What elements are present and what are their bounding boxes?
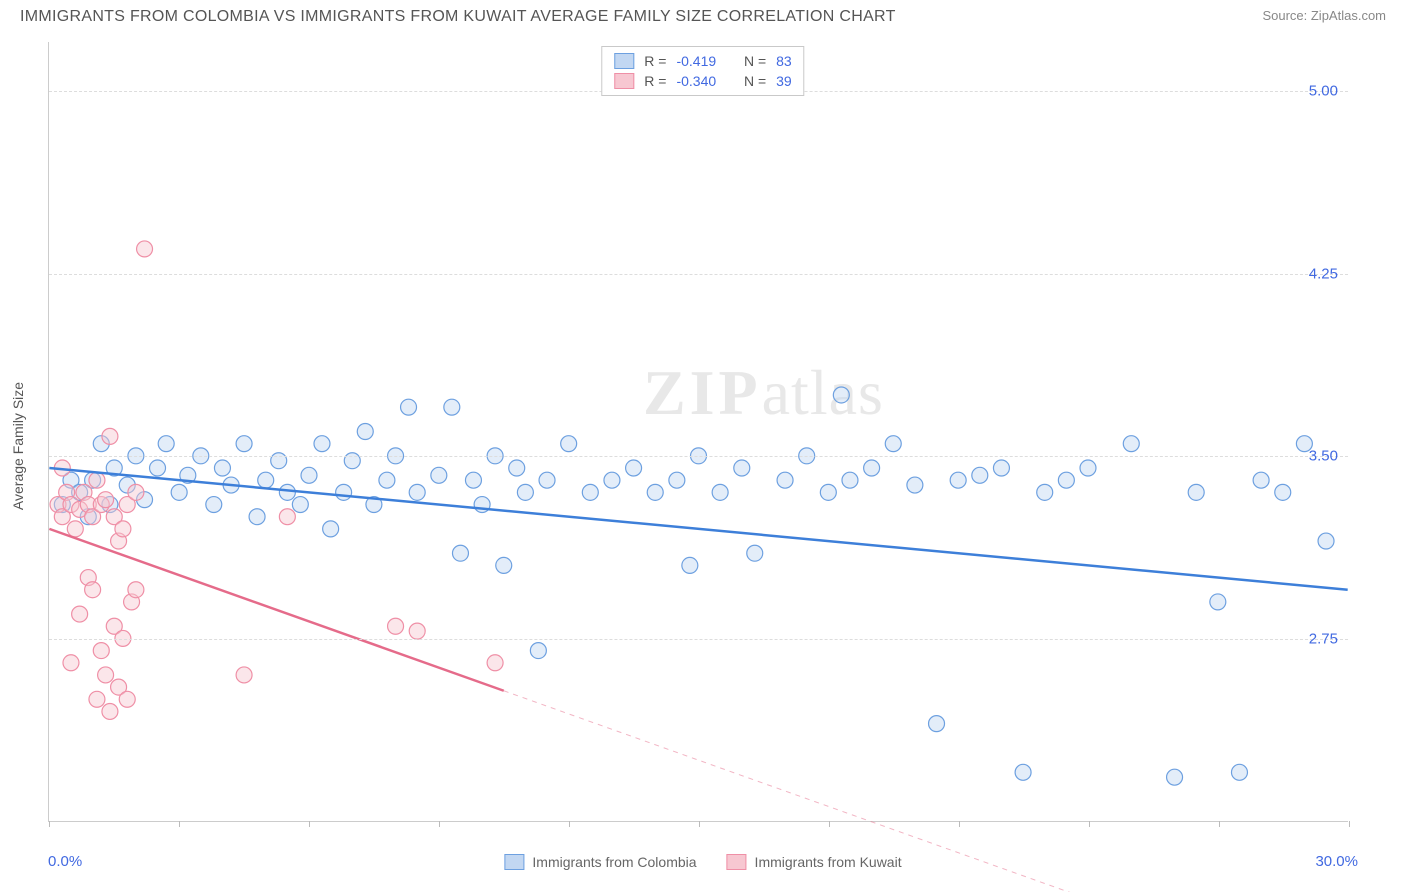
x-axis-max-label: 30.0% (1315, 853, 1358, 870)
chart-plot-area: ZIPatlas 5.004.253.502.75 (48, 42, 1348, 822)
legend-item-colombia: Immigrants from Colombia (504, 854, 696, 870)
stats-row-kuwait: R = -0.340 N = 39 (614, 71, 791, 91)
source-label: Source: ZipAtlas.com (1262, 8, 1386, 23)
legend-label-kuwait: Immigrants from Kuwait (755, 854, 902, 870)
legend-label-colombia: Immigrants from Colombia (532, 854, 696, 870)
scatter-plot-svg (49, 42, 1348, 821)
chart-title: IMMIGRANTS FROM COLOMBIA VS IMMIGRANTS F… (20, 8, 896, 26)
legend-swatch-colombia (504, 854, 524, 870)
swatch-kuwait (614, 73, 634, 89)
stats-row-colombia: R = -0.419 N = 83 (614, 51, 791, 71)
legend-item-kuwait: Immigrants from Kuwait (727, 854, 902, 870)
x-axis-min-label: 0.0% (48, 853, 82, 870)
y-axis-title: Average Family Size (10, 382, 26, 510)
bottom-legend: Immigrants from Colombia Immigrants from… (504, 854, 901, 870)
stats-legend-box: R = -0.419 N = 83 R = -0.340 N = 39 (601, 46, 804, 96)
legend-swatch-kuwait (727, 854, 747, 870)
swatch-colombia (614, 53, 634, 69)
